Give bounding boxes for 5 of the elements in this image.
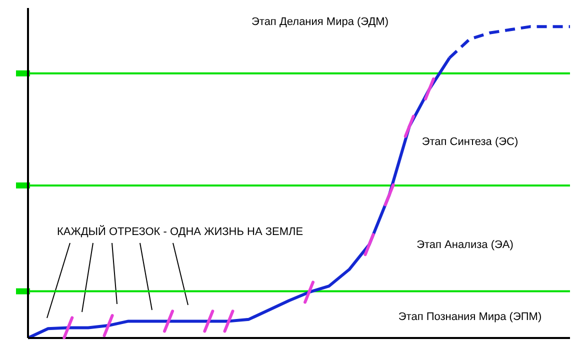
annotation: Этап Делания Мира (ЭДМ) [251, 16, 389, 28]
annotation: Этап Познания Мира (ЭПМ) [398, 311, 542, 323]
annotation: Этап Синтеза (ЭС) [422, 136, 518, 148]
annotation: Этап Анализа (ЭА) [416, 239, 514, 251]
annotation: КАЖДЫЙ ОТРЕЗОК - ОДНА ЖИЗНЬ НА ЗЕМЛЕ [56, 226, 304, 238]
